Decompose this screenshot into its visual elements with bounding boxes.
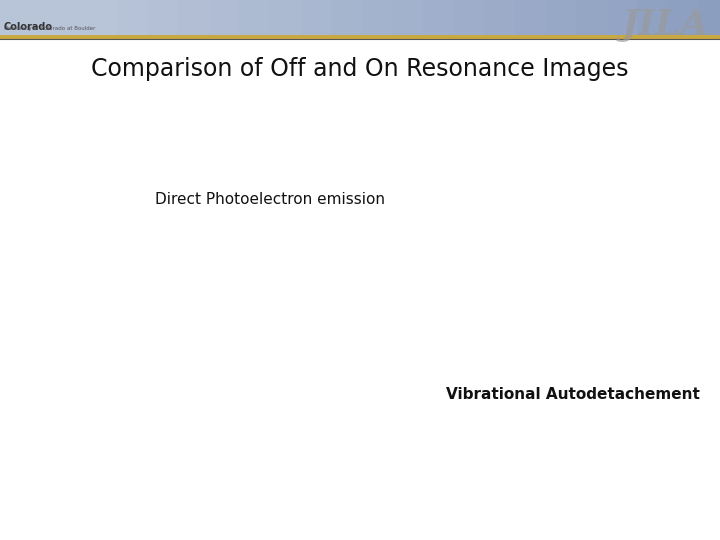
Text: Vibrational Autodetachement: Vibrational Autodetachement — [446, 387, 701, 402]
Text: University of Colorado at Boulder: University of Colorado at Boulder — [4, 26, 95, 31]
Bar — [361, 0, 393, 35]
Bar — [301, 0, 332, 35]
Bar — [117, 0, 148, 35]
Bar — [209, 0, 240, 35]
Bar — [331, 0, 362, 35]
Text: Colorado: Colorado — [4, 22, 53, 32]
Bar — [576, 0, 607, 35]
Bar — [423, 0, 454, 35]
Bar — [86, 0, 117, 35]
Bar — [179, 0, 210, 35]
Bar — [239, 0, 271, 35]
Text: Direct Photoelectron emission: Direct Photoelectron emission — [155, 192, 384, 207]
Text: Comparison of Off and On Resonance Images: Comparison of Off and On Resonance Image… — [91, 57, 629, 80]
Bar — [637, 0, 668, 35]
Bar — [0, 0, 720, 35]
Bar — [546, 0, 577, 35]
Bar — [0, 0, 86, 35]
Bar — [484, 0, 516, 35]
Bar — [0, 35, 720, 39]
Bar — [270, 0, 301, 35]
Bar — [606, 0, 638, 35]
Bar — [668, 0, 699, 35]
Text: JILA: JILA — [622, 8, 709, 42]
Bar — [148, 0, 179, 35]
Bar — [454, 0, 485, 35]
Bar — [515, 0, 546, 35]
Bar — [392, 0, 423, 35]
